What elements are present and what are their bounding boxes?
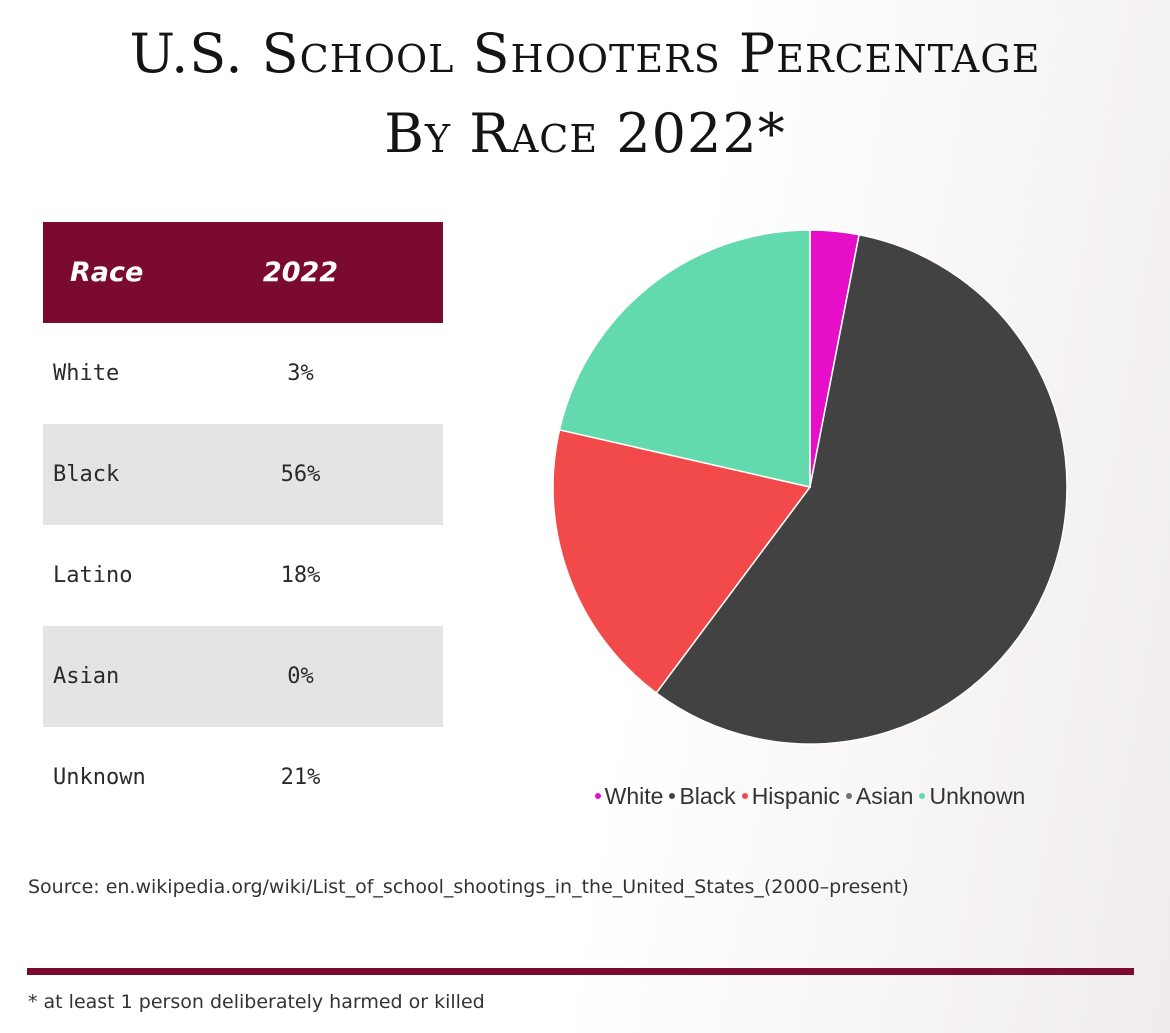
title-line-2: By Race 2022* xyxy=(384,102,786,165)
legend-item-asian: Asian xyxy=(845,783,914,810)
pie-chart xyxy=(552,229,1068,745)
legend-label: Unknown xyxy=(929,783,1026,809)
row-value: 21% xyxy=(280,765,321,790)
legend-dot-icon xyxy=(594,792,601,799)
table-row: Asian 0% xyxy=(43,626,443,727)
row-value: 3% xyxy=(287,361,314,386)
header-year: 2022 xyxy=(262,257,339,288)
legend-label: Black xyxy=(679,783,736,809)
divider-line xyxy=(27,968,1134,975)
legend-dot-icon xyxy=(669,792,676,799)
legend-dot-icon xyxy=(845,792,852,799)
legend-item-hispanic: Hispanic xyxy=(741,783,840,810)
legend-label: Asian xyxy=(855,783,914,809)
page-title: U.S. School Shooters Percentage By Race … xyxy=(0,14,1170,174)
table-row: Black 56% xyxy=(43,424,443,525)
footnote: * at least 1 person deliberately harmed … xyxy=(28,991,485,1013)
pie-slice-black xyxy=(655,233,1068,745)
legend-label: Hispanic xyxy=(751,783,840,809)
row-value: 56% xyxy=(280,462,321,487)
title-line-1: U.S. School Shooters Percentage xyxy=(129,22,1041,85)
header-race: Race xyxy=(70,257,144,288)
race-table: Race 2022 White 3% Black 56% Latino 18% … xyxy=(43,222,443,828)
legend-item-white: White xyxy=(594,783,664,810)
legend-item-black: Black xyxy=(669,783,736,810)
row-race-label: Asian xyxy=(53,664,120,689)
legend-label: White xyxy=(604,783,664,809)
chart-legend: White Black Hispanic Asian Unknown xyxy=(520,783,1100,810)
table-row: White 3% xyxy=(43,323,443,424)
legend-dot-icon xyxy=(741,792,748,799)
row-value: 0% xyxy=(287,664,314,689)
source-note: Source: en.wikipedia.org/wiki/List_of_sc… xyxy=(28,876,909,898)
row-race-label: Latino xyxy=(53,563,133,588)
table-row: Unknown 21% xyxy=(43,727,443,828)
pie-slice-hispanic xyxy=(552,428,812,695)
row-race-label: Unknown xyxy=(53,765,146,790)
row-race-label: White xyxy=(53,361,120,386)
table-header: Race 2022 xyxy=(43,222,443,323)
row-race-label: Black xyxy=(53,462,120,487)
pie-slice-unknown xyxy=(558,229,811,488)
legend-dot-icon xyxy=(919,792,926,799)
table-row: Latino 18% xyxy=(43,525,443,626)
row-value: 18% xyxy=(280,563,321,588)
legend-item-unknown: Unknown xyxy=(919,783,1025,810)
